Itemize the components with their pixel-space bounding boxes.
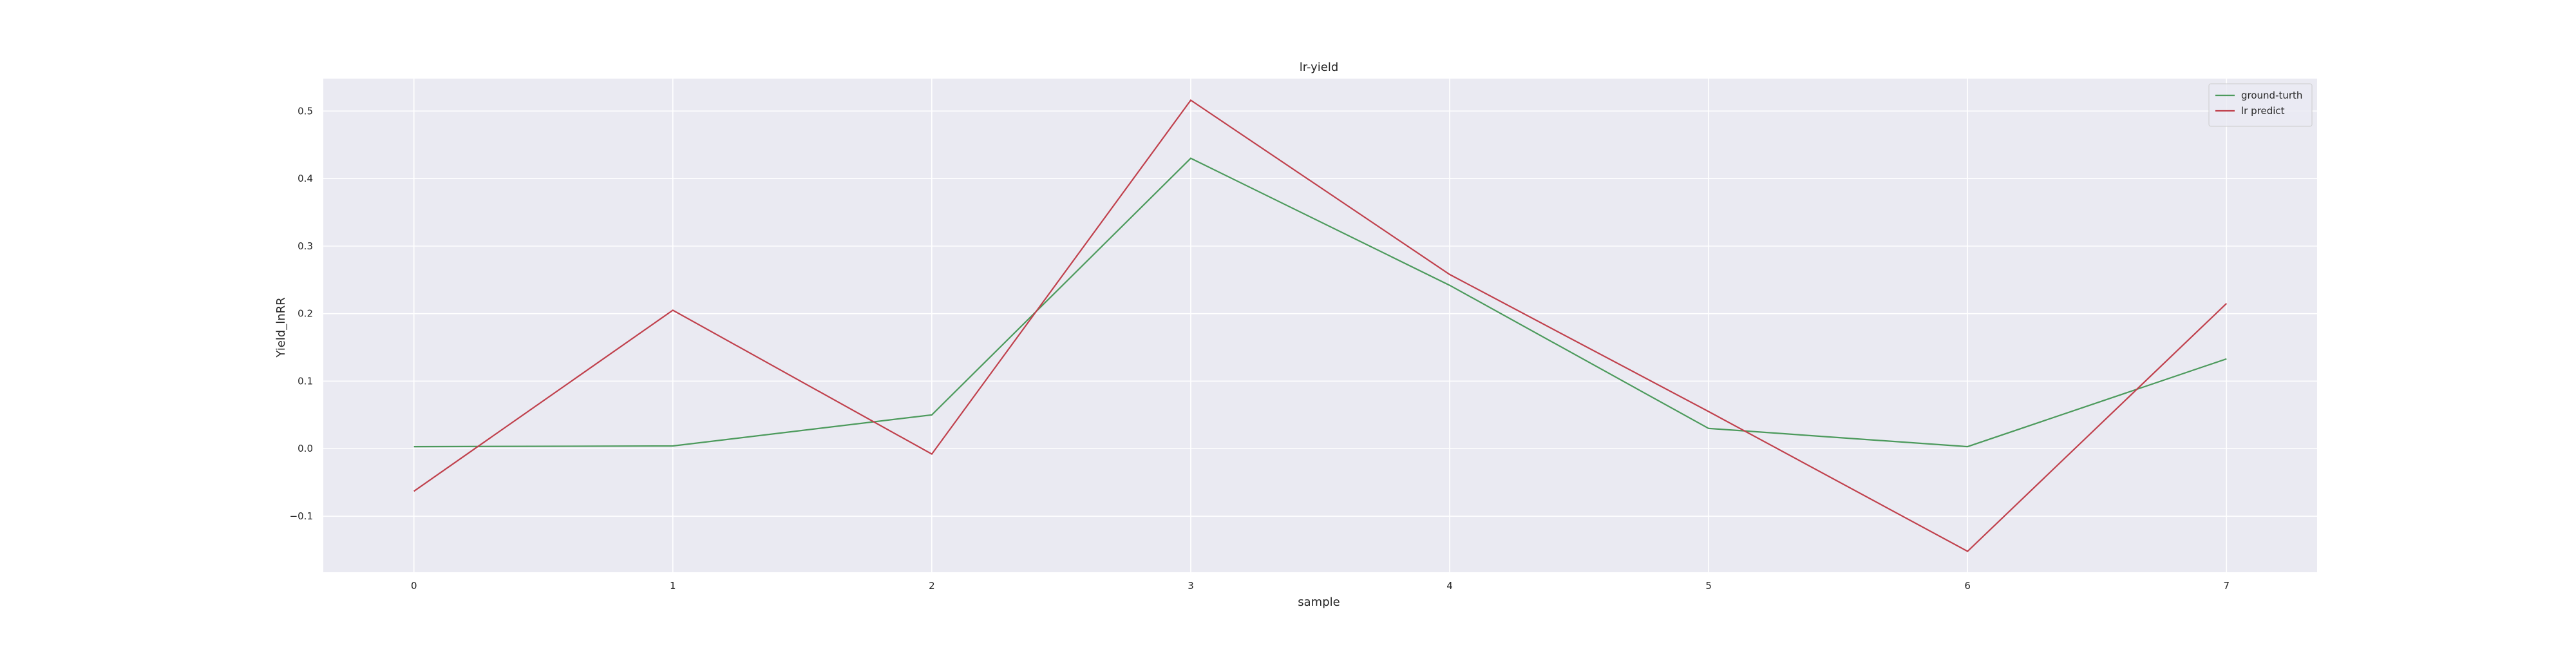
x-tick-label: 3 <box>1188 580 1194 592</box>
legend: ground-turth lr predict <box>2209 84 2312 126</box>
y-axis-label: Yield_lnRR <box>274 297 288 358</box>
x-tick-label: 6 <box>1964 580 1971 592</box>
y-tick-label: −0.1 <box>290 510 313 522</box>
y-tick-label: 0.2 <box>298 308 313 320</box>
x-tick-label: 4 <box>1446 580 1453 592</box>
y-axis-ticks: −0.1 0.0 0.1 0.2 0.3 0.4 0.5 <box>290 105 313 522</box>
x-tick-label: 0 <box>411 580 417 592</box>
y-tick-label: 0.0 <box>298 443 313 454</box>
plot-area <box>323 79 2317 572</box>
x-axis-label: sample <box>1298 595 1340 609</box>
x-tick-label: 7 <box>2223 580 2230 592</box>
y-tick-label: 0.5 <box>298 105 313 117</box>
y-tick-label: 0.3 <box>298 240 313 252</box>
x-tick-label: 5 <box>1705 580 1712 592</box>
chart-title: lr-yield <box>1300 61 1339 74</box>
y-tick-label: 0.4 <box>298 173 313 184</box>
x-axis-ticks: 0 1 2 3 4 5 6 7 <box>411 580 2230 592</box>
x-tick-label: 1 <box>670 580 676 592</box>
x-tick-label: 2 <box>929 580 935 592</box>
y-tick-label: 0.1 <box>298 375 313 387</box>
legend-label: ground-turth <box>2241 90 2302 101</box>
legend-label: lr predict <box>2241 105 2285 117</box>
